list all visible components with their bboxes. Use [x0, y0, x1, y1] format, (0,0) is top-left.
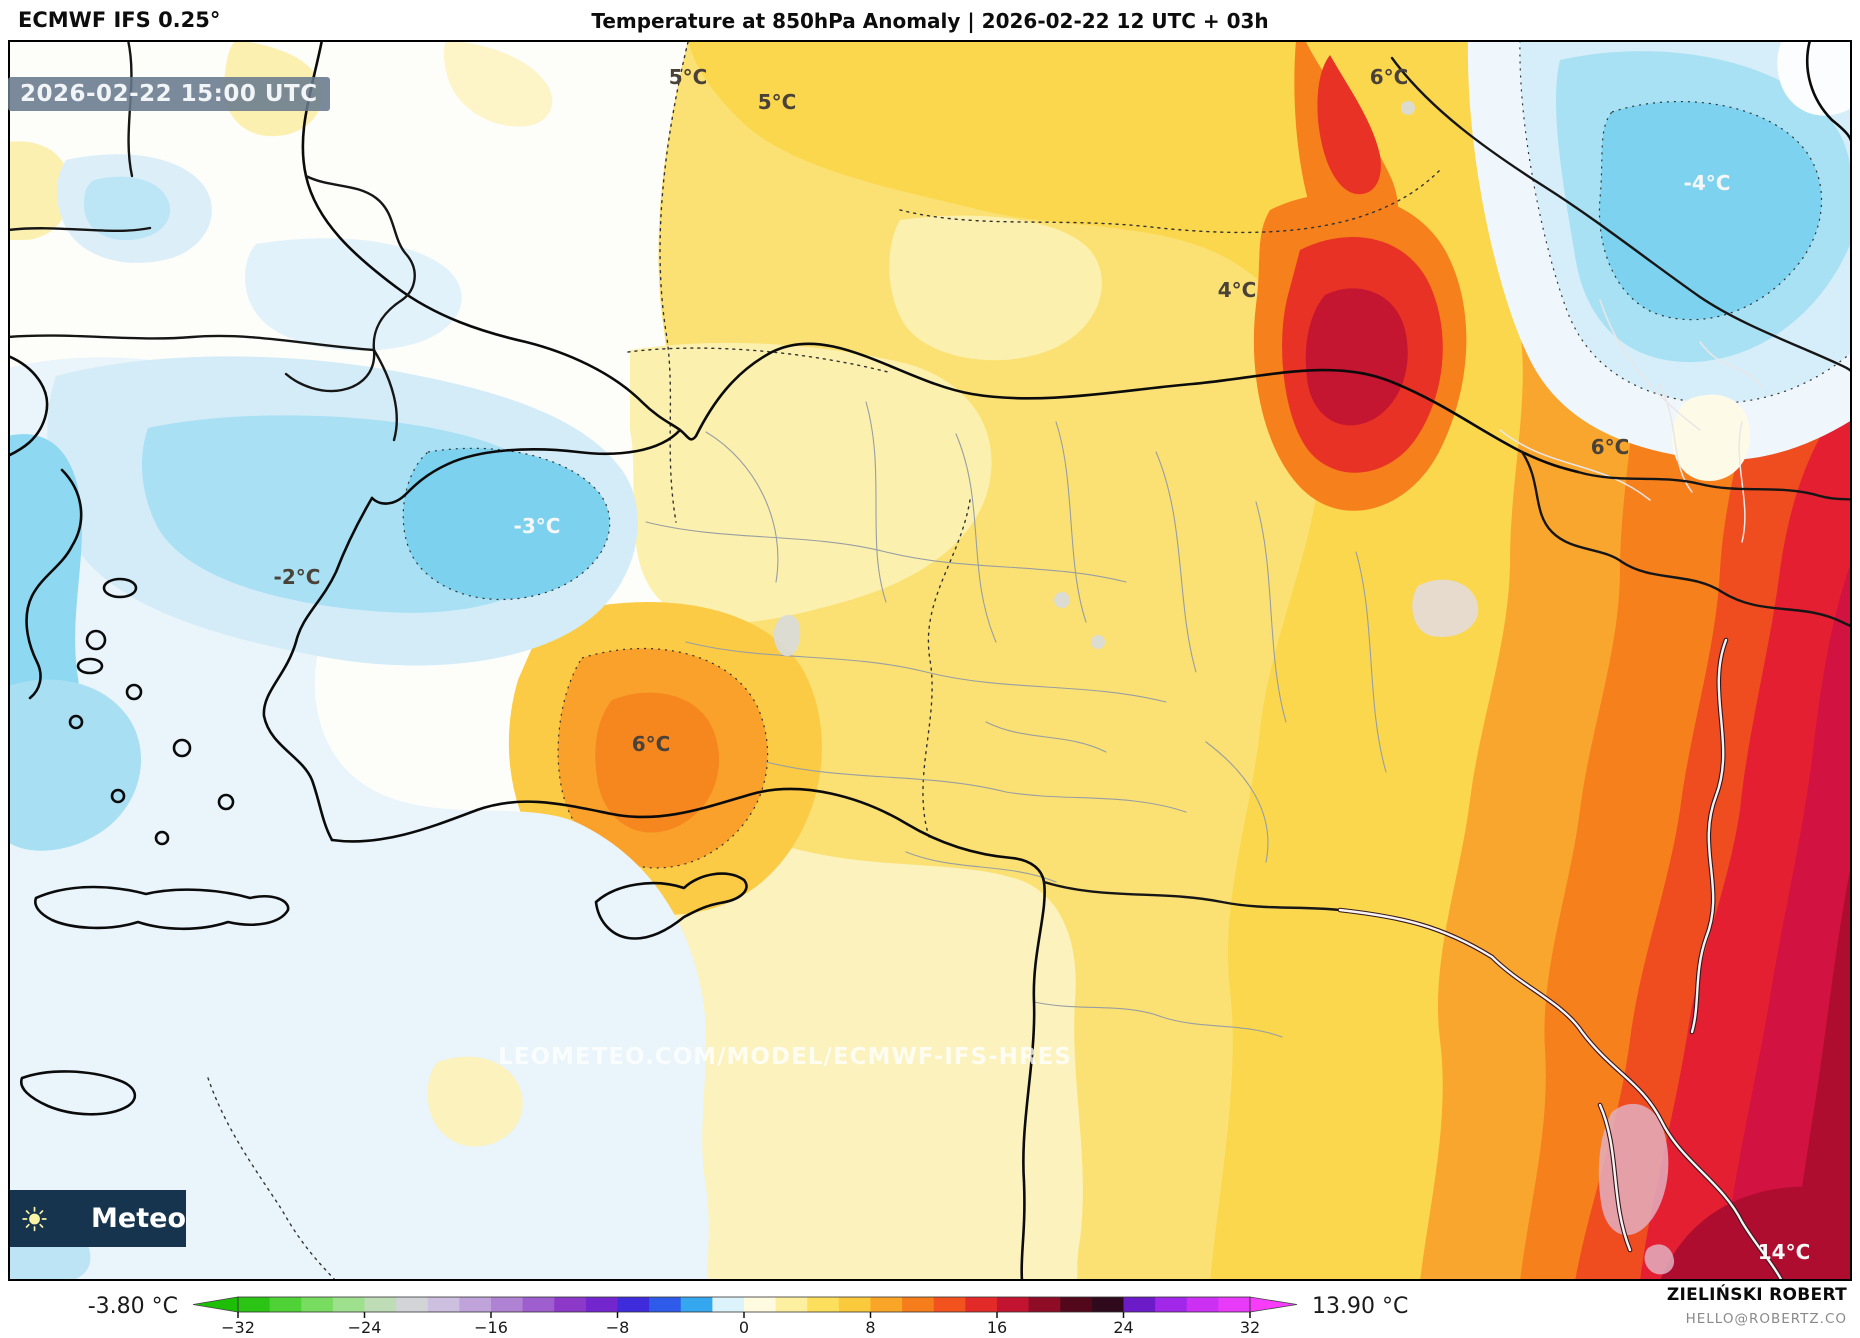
colorbar-cell [269, 1297, 302, 1312]
map-temp-label: 14°C [1758, 1240, 1811, 1264]
colorbar-cell [332, 1297, 365, 1312]
colorbar-min-value: -3.80 °C [87, 1294, 178, 1319]
colorbar-cell [522, 1297, 555, 1312]
map-frame [8, 40, 1852, 1281]
colorbar-cell [1186, 1297, 1219, 1312]
map-temp-label: 5°C [758, 90, 797, 114]
colorbar-tick-label: 32 [1240, 1318, 1260, 1337]
colorbar-cell [1218, 1297, 1251, 1312]
colorbar-cell [585, 1297, 618, 1312]
colorbar-cell [712, 1297, 745, 1312]
colorbar-cell [617, 1297, 650, 1312]
author-name: ZIELIŃSKI ROBERT [1666, 1285, 1847, 1305]
map-temp-label: 6°C [1591, 435, 1630, 459]
colorbar-cell [870, 1297, 903, 1312]
map-temp-label: 5°C [669, 65, 708, 89]
colorbar-tick-label: 16 [987, 1318, 1007, 1337]
map-temp-label: -2°C [274, 565, 321, 589]
model-name-label: ECMWF IFS 0.25° [18, 8, 221, 32]
colorbar-tick-label: −32 [221, 1318, 255, 1337]
colorbar-cell [491, 1297, 524, 1312]
colorbar-cell [933, 1297, 966, 1312]
map-temp-label: -3°C [514, 514, 561, 538]
colorbar-cell [997, 1297, 1030, 1312]
colorbar-left-arrow [192, 1296, 239, 1313]
map-temp-label: 4°C [1218, 278, 1257, 302]
colorbar-cell [680, 1297, 713, 1312]
colorbar-tick-label: 8 [865, 1318, 875, 1337]
author-email: HELLO@ROBERTZ.CO [1685, 1311, 1847, 1327]
colorbar-cell [902, 1297, 935, 1312]
colorbar-cell [459, 1297, 492, 1312]
colorbar-cell [807, 1297, 840, 1312]
colorbar-cell [301, 1297, 334, 1312]
colorbar-cell [427, 1297, 460, 1312]
map-temp-label: -4°C [1684, 171, 1731, 195]
colorbar-cell [1155, 1297, 1188, 1312]
colorbar-tick-label: −24 [348, 1318, 382, 1337]
colorbar-cell [649, 1297, 682, 1312]
map-temp-label: 6°C [1370, 65, 1409, 89]
colorbar-tick-label: 24 [1113, 1318, 1133, 1337]
colorbar-right-arrow [1249, 1296, 1298, 1313]
logo-brand-text: Meteo [91, 1203, 186, 1234]
sun-icon [22, 1206, 47, 1231]
colorbar-tick-label: 0 [739, 1318, 749, 1337]
watermark-text: LEOMETEO.COM/MODEL/ECMWF-IFS-HRES [498, 1044, 1072, 1070]
site-logo: Meteo [10, 1190, 186, 1247]
page-title: Temperature at 850hPa Anomaly | 2026-02-… [591, 9, 1269, 33]
colorbar-max-value: 13.90 °C [1312, 1294, 1409, 1319]
colorbar-tick-label: −8 [606, 1318, 630, 1337]
colorbar-cell [554, 1297, 587, 1312]
colorbar-tick-label: −16 [474, 1318, 508, 1337]
colorbar-cell [965, 1297, 998, 1312]
colorbar: −32 −24 −16 −8 0 8 16 24 32 [192, 1296, 1298, 1337]
colorbar-cell [775, 1297, 808, 1312]
colorbar-cell [396, 1297, 429, 1312]
anomaly-map: 5°C 5°C 6°C -4°C 4°C 6°C -3°C -2°C 6°C 14°C [6, 38, 1854, 1284]
colorbar-cell [1060, 1297, 1093, 1312]
colorbar-cell [838, 1297, 871, 1312]
colorbar-cell [364, 1297, 397, 1312]
colorbar-cell [238, 1297, 271, 1312]
colorbar-cell [1123, 1297, 1156, 1312]
colorbar-cell [744, 1297, 777, 1312]
timestamp-badge: 2026-02-22 15:00 UTC [8, 77, 330, 111]
map-canvas: 5°C 5°C 6°C -4°C 4°C 6°C -3°C -2°C 6°C 14°C [6, 38, 1854, 1284]
colorbar-cell [1028, 1297, 1061, 1312]
map-temp-label: 6°C [632, 732, 671, 756]
colorbar-cell [1091, 1297, 1124, 1312]
